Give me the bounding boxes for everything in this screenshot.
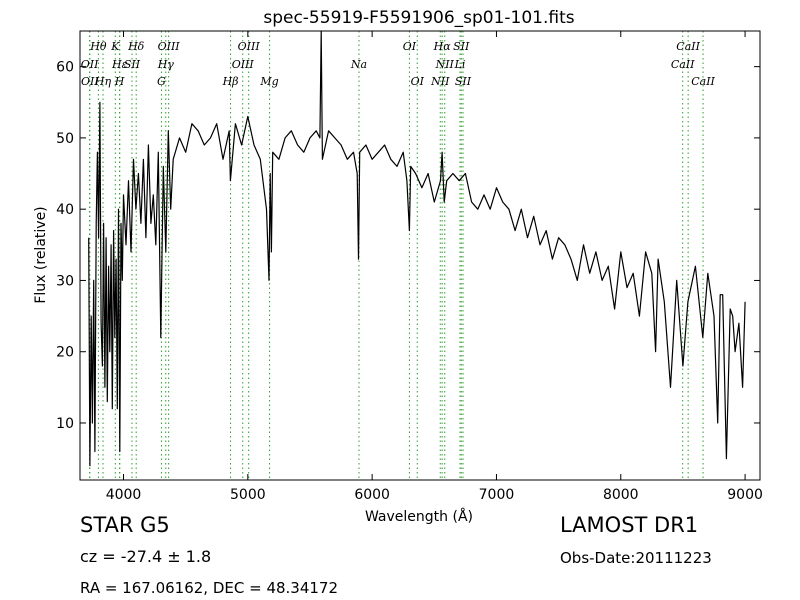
chart-title: spec-55919-F5591906_sp01-101.fits	[263, 8, 574, 28]
line-label: Hβ	[222, 75, 239, 88]
line-label: OIII	[158, 40, 181, 53]
line-label: SII	[453, 40, 470, 53]
line-label: G	[157, 75, 166, 88]
line-label: OIII	[238, 40, 261, 53]
x-tick-label: 7000	[479, 487, 515, 503]
x-tick-label: 4000	[106, 487, 142, 503]
line-label: Hθ	[89, 40, 107, 53]
line-label: NII	[435, 58, 455, 71]
y-tick-label: 40	[56, 202, 74, 218]
line-label: CaII	[671, 58, 695, 71]
line-label: Hε	[111, 58, 128, 71]
line-label: Li	[454, 58, 466, 71]
spectral-line-markers	[89, 31, 704, 480]
line-label: K	[110, 40, 120, 53]
x-tick-label: 8000	[603, 487, 639, 503]
redshift-cz: cz = -27.4 ± 1.8	[80, 547, 212, 566]
y-tick-label: 60	[56, 60, 74, 76]
line-label: OIII	[232, 58, 255, 71]
spectrum-series	[88, 30, 746, 467]
x-axis-label: Wavelength (Å)	[365, 508, 473, 525]
line-label: CaII	[691, 75, 715, 88]
line-label: NII	[430, 75, 450, 88]
line-label: OII	[81, 75, 99, 88]
object-class: STAR G5	[80, 513, 170, 537]
line-label: OII	[81, 58, 99, 71]
line-label: Mg	[259, 75, 278, 88]
y-tick-label: 20	[56, 345, 74, 361]
plot-frame	[79, 30, 761, 481]
observation-date: Obs-Date:20111223	[560, 549, 712, 567]
y-tick-label: 10	[56, 416, 74, 432]
line-label: OI	[403, 40, 417, 53]
line-label: Hα	[433, 40, 452, 53]
x-tick-label: 6000	[354, 487, 390, 503]
x-tick-label: 9000	[727, 487, 763, 503]
survey-name: LAMOST DR1	[560, 513, 699, 537]
line-label: H	[114, 75, 125, 88]
line-label: Na	[350, 58, 367, 71]
line-label: OI	[411, 75, 425, 88]
x-tick-label: 5000	[230, 487, 266, 503]
line-label: CaII	[676, 40, 700, 53]
y-axis-label: Flux (relative)	[33, 206, 49, 303]
plot-axes: 4000 5000 6000 7000 8000 9000 10 20 30 40 50 60	[56, 30, 763, 503]
line-label: Hη	[94, 75, 112, 88]
y-tick-label: 50	[56, 131, 74, 147]
line-label: Hδ	[127, 40, 145, 53]
line-label: SII	[124, 58, 141, 71]
ra-dec: RA = 167.06162, DEC = 48.34172	[80, 579, 339, 597]
spectrum-line	[88, 30, 746, 467]
line-label: SII	[455, 75, 472, 88]
y-tick-label: 30	[56, 273, 74, 289]
line-label: Hγ	[157, 58, 175, 71]
